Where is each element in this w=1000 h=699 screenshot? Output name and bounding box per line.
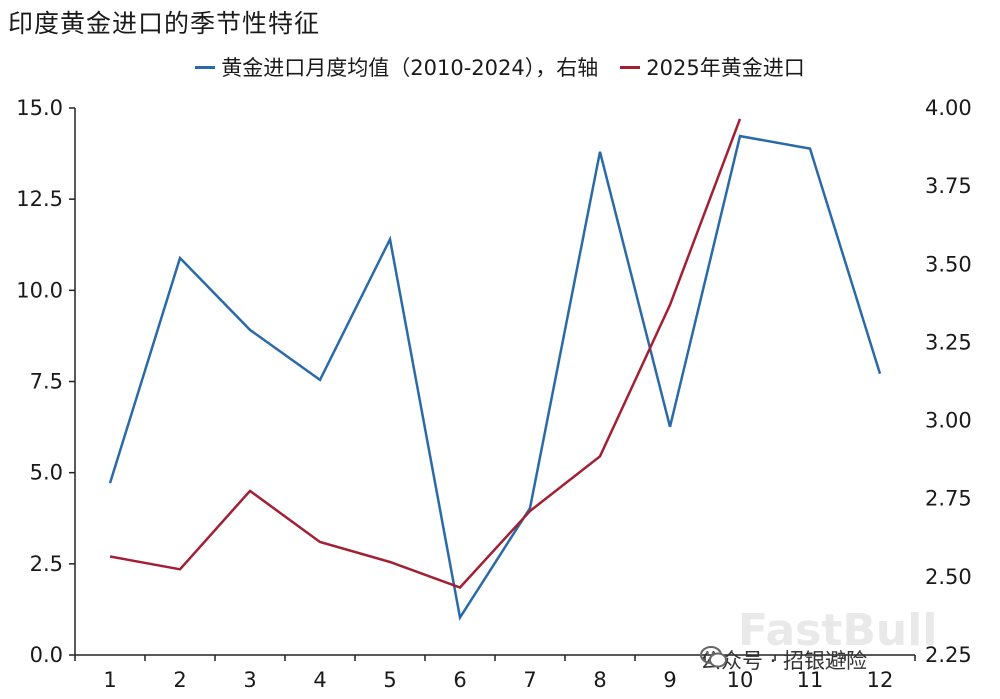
legend-item-blue: 黄金进口月度均值（2010-2024），右轴 <box>195 52 598 82</box>
legend-swatch-blue <box>195 65 216 69</box>
chart-legend: 黄金进口月度均值（2010-2024），右轴 2025年黄金进口 <box>0 52 1000 82</box>
x-tick-label: 7 <box>523 668 536 692</box>
x-tick-label: 12 <box>867 668 894 692</box>
left-tick-label: 10.0 <box>16 278 63 302</box>
left-tick-label: 5.0 <box>30 461 63 485</box>
source-badge: 公众号 · 招银避险 <box>700 645 867 675</box>
left-tick-label: 2.5 <box>30 552 63 576</box>
x-tick-label: 11 <box>797 668 824 692</box>
x-tick-label: 2 <box>173 668 186 692</box>
x-tick-label: 6 <box>453 668 466 692</box>
wechat-icon <box>700 646 727 668</box>
x-tick-label: 9 <box>663 668 676 692</box>
legend-swatch-red <box>620 65 641 69</box>
legend-label-red: 2025年黄金进口 <box>646 56 805 80</box>
chart-title: 印度黄金进口的季节性特征 <box>8 9 321 38</box>
right-tick-label: 3.50 <box>925 252 972 276</box>
series-line-import-average <box>108 134 882 621</box>
right-tick-label: 3.00 <box>925 409 972 433</box>
series-line-2025-import <box>109 118 742 589</box>
x-tick-label: 10 <box>727 668 754 692</box>
right-tick-label: 2.25 <box>925 643 972 667</box>
right-tick-label: 3.75 <box>925 174 972 198</box>
right-tick-label: 4.00 <box>925 96 972 120</box>
x-tick-label: 3 <box>243 668 256 692</box>
right-tick-label: 2.50 <box>925 565 972 589</box>
left-tick-label: 7.5 <box>30 370 63 394</box>
legend-label-blue: 黄金进口月度均值（2010-2024），右轴 <box>221 56 599 80</box>
watermark: FastBull <box>738 605 937 656</box>
right-tick-label: 3.25 <box>925 330 972 354</box>
right-tick-label: 2.75 <box>925 487 972 511</box>
left-tick-label: 0.0 <box>30 643 63 667</box>
left-tick-label: 12.5 <box>16 187 63 211</box>
left-tick-label: 15.0 <box>16 96 63 120</box>
x-tick-label: 1 <box>103 668 116 692</box>
source-label: 公众号 · 招银避险 <box>700 649 868 673</box>
x-tick-label: 5 <box>383 668 396 692</box>
x-tick-label: 4 <box>313 668 326 692</box>
legend-item-red: 2025年黄金进口 <box>620 52 805 82</box>
x-tick-label: 8 <box>593 668 606 692</box>
